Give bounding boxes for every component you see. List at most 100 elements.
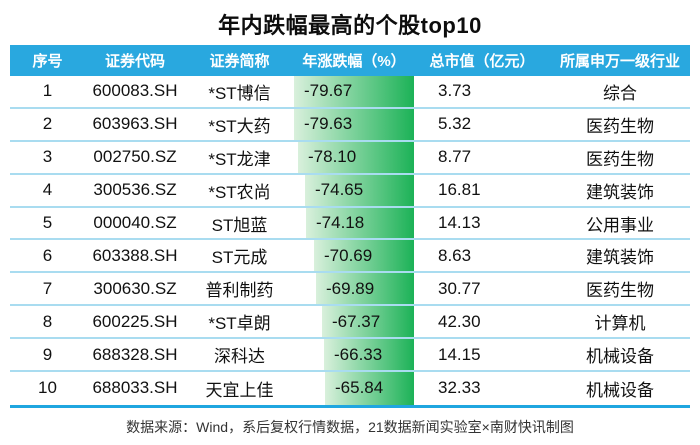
market-cap-cell: 14.13 [438, 213, 481, 232]
market-cap-cell: 30.77 [438, 278, 481, 298]
table-row: 1 600083.SH *ST博信 -79.67 3.73 综合 [10, 76, 690, 109]
code-cell: 002750.SZ [93, 147, 177, 167]
code-cell: 000040.SZ [93, 213, 177, 232]
table-row: 6 603388.SH ST元成 -70.69 8.63 建筑装饰 [10, 240, 690, 274]
industry-cell: 机械设备 [586, 380, 654, 400]
table-row: 3 002750.SZ *ST龙津 -78.10 8.77 医药生物 [10, 141, 690, 175]
rank-cell: 10 [38, 378, 57, 398]
rank-cell: 3 [42, 147, 53, 167]
name-cell: *ST龙津 [208, 149, 271, 169]
change-cell: -67.37 [294, 306, 414, 338]
market-cap-cell: 8.77 [438, 147, 472, 167]
change-bar: -65.84 [325, 372, 414, 405]
table-body: 1 600083.SH *ST博信 -79.67 3.73 综合 2 60396… [10, 76, 690, 408]
change-cell: -74.18 [294, 207, 414, 239]
change-bar: -74.18 [306, 207, 414, 239]
code-cell: 688328.SH [92, 344, 178, 364]
code-cell: 603963.SH [92, 114, 178, 134]
industry-cell: 综合 [603, 83, 637, 103]
change-cell: -65.84 [294, 372, 414, 405]
change-value: -65.84 [335, 378, 384, 398]
code-cell: 603388.SH [92, 245, 178, 265]
table-row: 5 000040.SZ ST旭蓝 -74.18 14.13 公用事业 [10, 207, 690, 241]
change-bar: -78.10 [298, 141, 414, 173]
change-value: -66.33 [334, 344, 383, 364]
table-row: 9 688328.SH 深科达 -66.33 14.15 机械设备 [10, 339, 690, 373]
table-row: 4 300536.SZ *ST农尚 -74.65 16.81 建筑装饰 [10, 174, 690, 208]
industry-cell: 建筑装饰 [586, 248, 654, 268]
code-cell: 300536.SZ [93, 180, 177, 200]
industry-cell: 计算机 [594, 314, 646, 334]
header-change: 年涨跌幅（%） [302, 53, 406, 70]
change-bar: -79.67 [294, 76, 414, 107]
change-value: -67.37 [332, 311, 381, 331]
name-cell: *ST卓朗 [208, 314, 271, 334]
change-cell: -66.33 [294, 339, 414, 371]
rank-cell: 9 [42, 344, 53, 364]
change-cell: -69.89 [294, 273, 414, 305]
change-value: -79.67 [304, 81, 353, 101]
header-name: 证券简称 [209, 53, 270, 70]
change-cell: -79.67 [294, 76, 414, 107]
name-cell: *ST博信 [208, 83, 271, 103]
change-bar: -67.37 [322, 306, 414, 338]
change-bar: -66.33 [324, 339, 414, 371]
change-value: -78.10 [308, 147, 357, 167]
change-value: -74.18 [316, 213, 365, 232]
industry-cell: 医药生物 [586, 116, 654, 136]
industry-cell: 医药生物 [586, 281, 654, 301]
header-market-cap: 总市值（亿元） [429, 53, 535, 70]
change-cell: -79.63 [294, 108, 414, 140]
name-cell: *ST农尚 [208, 182, 271, 202]
industry-cell: 机械设备 [586, 347, 654, 367]
table-row: 10 688033.SH 天宜上佳 -65.84 32.33 机械设备 [10, 372, 690, 405]
page-title: 年内跌幅最高的个股top10 [218, 13, 482, 38]
code-cell: 600083.SH [92, 81, 178, 101]
change-bar: -70.69 [314, 240, 414, 272]
header-industry: 所属申万一级行业 [559, 53, 680, 70]
rank-cell: 5 [42, 213, 53, 232]
market-cap-cell: 32.33 [438, 378, 481, 398]
change-bar: -69.89 [316, 273, 414, 305]
table-row: 8 600225.SH *ST卓朗 -67.37 42.30 计算机 [10, 306, 690, 340]
rank-cell: 6 [42, 245, 53, 265]
rank-cell: 2 [42, 114, 53, 134]
change-bar: -79.63 [294, 108, 414, 140]
industry-cell: 公用事业 [586, 215, 654, 235]
change-cell: -74.65 [294, 174, 414, 206]
rank-cell: 8 [42, 311, 53, 331]
name-cell: *ST大药 [208, 116, 271, 136]
code-cell: 300630.SZ [93, 278, 177, 298]
change-value: -70.69 [324, 245, 373, 265]
header-rank: 序号 [32, 53, 63, 70]
market-cap-cell: 3.73 [438, 81, 472, 101]
change-value: -69.89 [326, 278, 375, 298]
name-cell: ST旭蓝 [211, 215, 268, 235]
market-cap-cell: 14.15 [438, 344, 481, 364]
code-cell: 688033.SH [92, 378, 178, 398]
name-cell: ST元成 [211, 248, 268, 268]
industry-cell: 建筑装饰 [586, 182, 654, 202]
rank-cell: 7 [42, 278, 53, 298]
market-cap-cell: 5.32 [438, 114, 472, 134]
table-header-row: 序号 证券代码 证券简称 年涨跌幅（%） 总市值（亿元） 所属申万一级行业 [10, 45, 690, 76]
data-source-note: 数据来源：Wind，系后复权行情数据，21数据新闻实验室×南财快讯制图 [126, 419, 574, 435]
name-cell: 天宜上佳 [205, 380, 274, 400]
code-cell: 600225.SH [92, 311, 178, 331]
name-cell: 深科达 [214, 347, 265, 367]
table-row: 2 603963.SH *ST大药 -79.63 5.32 医药生物 [10, 108, 690, 142]
stocks-table: 序号 证券代码 证券简称 年涨跌幅（%） 总市值（亿元） 所属申万一级行业 1 … [10, 45, 690, 408]
market-cap-cell: 16.81 [438, 180, 481, 200]
change-value: -74.65 [315, 180, 364, 200]
table-row: 7 300630.SZ 普利制药 -69.89 30.77 医药生物 [10, 273, 690, 307]
rank-cell: 4 [42, 180, 53, 200]
header-code: 证券代码 [104, 53, 165, 70]
rank-cell: 1 [42, 81, 53, 101]
market-cap-cell: 42.30 [438, 311, 481, 331]
change-bar: -74.65 [305, 174, 414, 206]
change-cell: -70.69 [294, 240, 414, 272]
change-value: -79.63 [304, 114, 353, 134]
market-cap-cell: 8.63 [438, 245, 472, 265]
name-cell: 普利制药 [205, 281, 274, 301]
